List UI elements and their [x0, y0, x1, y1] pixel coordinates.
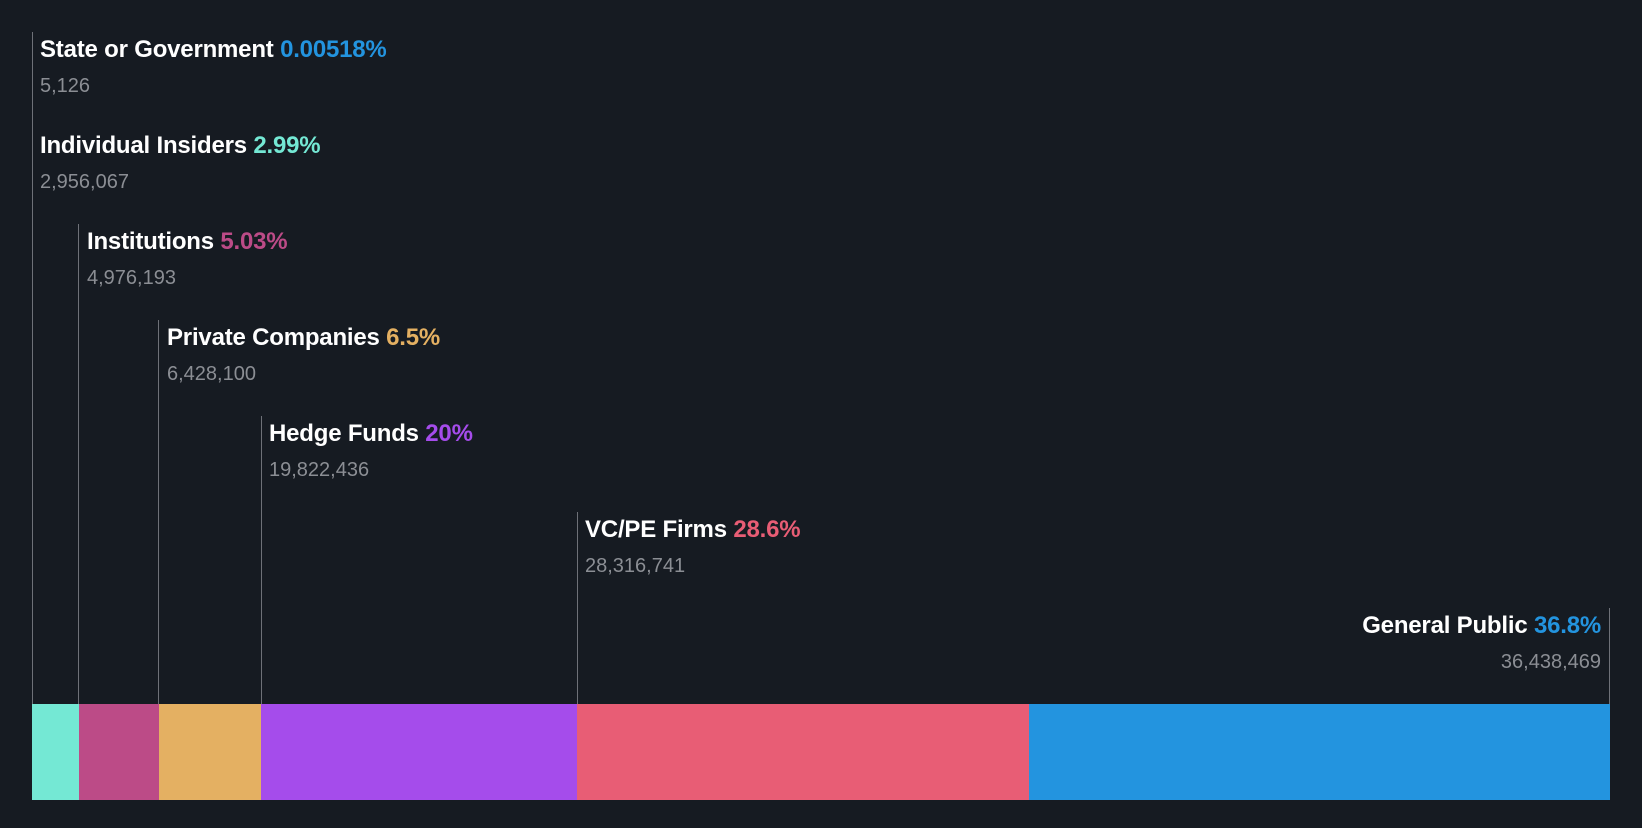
- label-institutions: Institutions 5.03% 4,976,193: [87, 224, 288, 292]
- leader-line-vcpe: [577, 512, 578, 704]
- label-title: VC/PE Firms 28.6%: [585, 516, 801, 543]
- label-shares: 5,126: [40, 75, 91, 97]
- label-percent: 20%: [425, 420, 473, 447]
- label-percent: 28.6%: [733, 516, 801, 543]
- leader-line-general-public: [1609, 608, 1610, 704]
- leader-line-private-companies: [158, 320, 159, 704]
- label-title: State or Government 0.00518%: [40, 36, 387, 63]
- label-shares: 6,428,100: [167, 363, 256, 385]
- label-shares: 19,822,436: [269, 459, 370, 481]
- label-percent: 2.99%: [253, 132, 321, 159]
- label-percent: 0.00518%: [280, 36, 387, 63]
- label-vcpe-firms: VC/PE Firms 28.6% 28,316,741: [585, 512, 801, 580]
- label-shares: 28,316,741: [585, 555, 686, 577]
- label-percent: 5.03%: [220, 228, 288, 255]
- segment-vcpe-firms: [577, 704, 1029, 800]
- segment-individual-insiders: [32, 704, 79, 800]
- label-individual-insiders: Individual Insiders 2.99% 2,956,067: [40, 128, 321, 196]
- label-percent: 6.5%: [386, 324, 441, 351]
- label-percent: 36.8%: [1533, 612, 1601, 639]
- label-title: Individual Insiders 2.99%: [40, 132, 321, 159]
- label-title: Hedge Funds 20%: [269, 420, 473, 447]
- label-private-companies: Private Companies 6.5% 6,428,100: [167, 320, 440, 388]
- segment-hedge-funds: [261, 704, 577, 800]
- label-shares: 4,976,193: [87, 267, 176, 289]
- label-state-or-government: State or Government 0.00518% 5,126: [40, 32, 387, 100]
- leader-line-hedge-funds: [261, 416, 262, 704]
- label-general-public: General Public 36.8% 36,438,469: [1362, 608, 1601, 676]
- label-shares: 36,438,469: [1500, 651, 1601, 673]
- label-title: General Public 36.8%: [1362, 612, 1601, 639]
- label-shares: 2,956,067: [40, 171, 129, 193]
- label-hedge-funds: Hedge Funds 20% 19,822,436: [269, 416, 473, 484]
- leader-line-institutions: [78, 224, 79, 704]
- segment-private-companies: [159, 704, 261, 800]
- segment-institutions: [79, 704, 159, 800]
- leader-line-insiders: [32, 128, 33, 704]
- segment-general-public: [1029, 704, 1610, 800]
- label-title: Institutions 5.03%: [87, 228, 288, 255]
- label-title: Private Companies 6.5%: [167, 324, 441, 351]
- stacked-ownership-bar: [32, 704, 1610, 800]
